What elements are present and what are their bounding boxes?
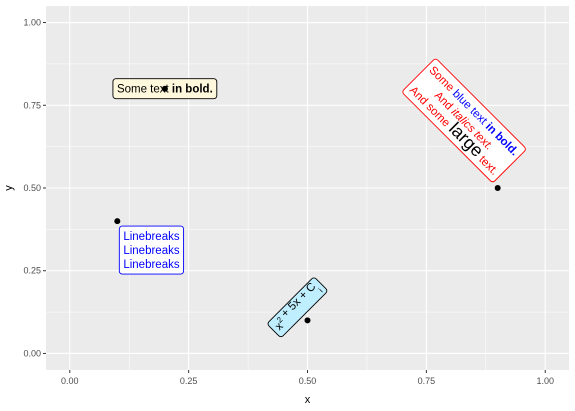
axis-ticks [43,22,546,373]
label-line: Some text in bold. [117,84,213,96]
y-tick-label: 0.75 [23,100,41,110]
label-line: Linebreaks [123,259,180,271]
label-box [402,58,526,183]
y-tick-label: 0.25 [23,266,41,276]
x-tick-label: 0.00 [61,376,79,386]
data-point [304,317,311,324]
x-tick-label: 0.25 [180,376,198,386]
label-segment: Some text [117,84,172,96]
data-point [161,85,168,92]
label-linebreak-label: Linebreaks Linebreaks Linebreaks [118,225,185,275]
data-points [114,85,501,324]
y-tick-label: 0.00 [23,348,41,358]
label-segment: Linebreaks [123,245,180,257]
y-tick-label: 0.50 [23,183,41,193]
label-box [267,277,328,338]
label-line: Linebreaks [123,245,180,257]
label-segment: i [317,286,325,294]
data-point [494,185,501,191]
label-segment: Linebreaks [123,231,180,243]
label-segment: in bold. [172,84,213,96]
x-tick-label: 0.75 [418,376,436,386]
x-tick-label: 0.50 [299,376,317,386]
label-line: Linebreaks [123,231,180,243]
x-tick-label: 1.00 [536,376,554,386]
data-point [114,218,121,225]
label-segment: 2 [275,315,285,325]
x-axis-title: x [305,394,311,406]
y-axis-title: y [3,185,15,191]
axis-tick-labels: 0.00 0.25 0.50 0.75 1.00 0.00 0.25 0.50 0.75 1.00 [23,18,554,386]
y-tick-label: 1.00 [23,18,41,28]
label-segment: Linebreaks [123,259,180,271]
label-box [118,225,185,275]
